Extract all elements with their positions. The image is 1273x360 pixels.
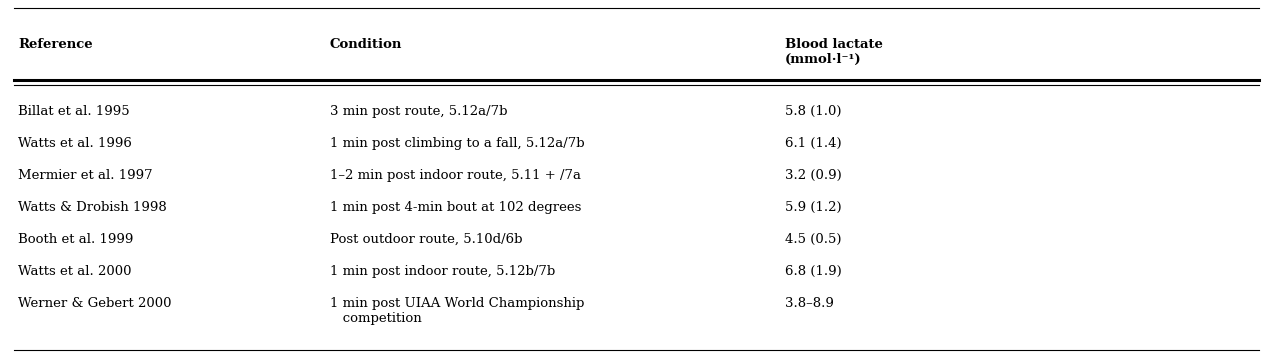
Text: Watts et al. 2000: Watts et al. 2000: [18, 265, 131, 278]
Text: Blood lactate
(mmol·l⁻¹): Blood lactate (mmol·l⁻¹): [785, 38, 883, 66]
Text: Condition: Condition: [330, 38, 402, 51]
Text: 1 min post 4-min bout at 102 degrees: 1 min post 4-min bout at 102 degrees: [330, 201, 582, 214]
Text: Watts & Drobish 1998: Watts & Drobish 1998: [18, 201, 167, 214]
Text: 4.5 (0.5): 4.5 (0.5): [785, 233, 841, 246]
Text: 1 min post climbing to a fall, 5.12a/7b: 1 min post climbing to a fall, 5.12a/7b: [330, 137, 584, 150]
Text: 3.8–8.9: 3.8–8.9: [785, 297, 834, 310]
Text: 1 min post indoor route, 5.12b/7b: 1 min post indoor route, 5.12b/7b: [330, 265, 555, 278]
Text: Werner & Gebert 2000: Werner & Gebert 2000: [18, 297, 172, 310]
Text: Watts et al. 1996: Watts et al. 1996: [18, 137, 132, 150]
Text: 3 min post route, 5.12a/7b: 3 min post route, 5.12a/7b: [330, 105, 508, 118]
Text: Mermier et al. 1997: Mermier et al. 1997: [18, 169, 153, 182]
Text: 6.8 (1.9): 6.8 (1.9): [785, 265, 841, 278]
Text: Post outdoor route, 5.10d/6b: Post outdoor route, 5.10d/6b: [330, 233, 522, 246]
Text: Billat et al. 1995: Billat et al. 1995: [18, 105, 130, 118]
Text: Reference: Reference: [18, 38, 93, 51]
Text: 5.9 (1.2): 5.9 (1.2): [785, 201, 841, 214]
Text: Booth et al. 1999: Booth et al. 1999: [18, 233, 134, 246]
Text: 1–2 min post indoor route, 5.11 + /7a: 1–2 min post indoor route, 5.11 + /7a: [330, 169, 580, 182]
Text: 1 min post UIAA World Championship
   competition: 1 min post UIAA World Championship compe…: [330, 297, 584, 325]
Text: 5.8 (1.0): 5.8 (1.0): [785, 105, 841, 118]
Text: 6.1 (1.4): 6.1 (1.4): [785, 137, 841, 150]
Text: 3.2 (0.9): 3.2 (0.9): [785, 169, 841, 182]
